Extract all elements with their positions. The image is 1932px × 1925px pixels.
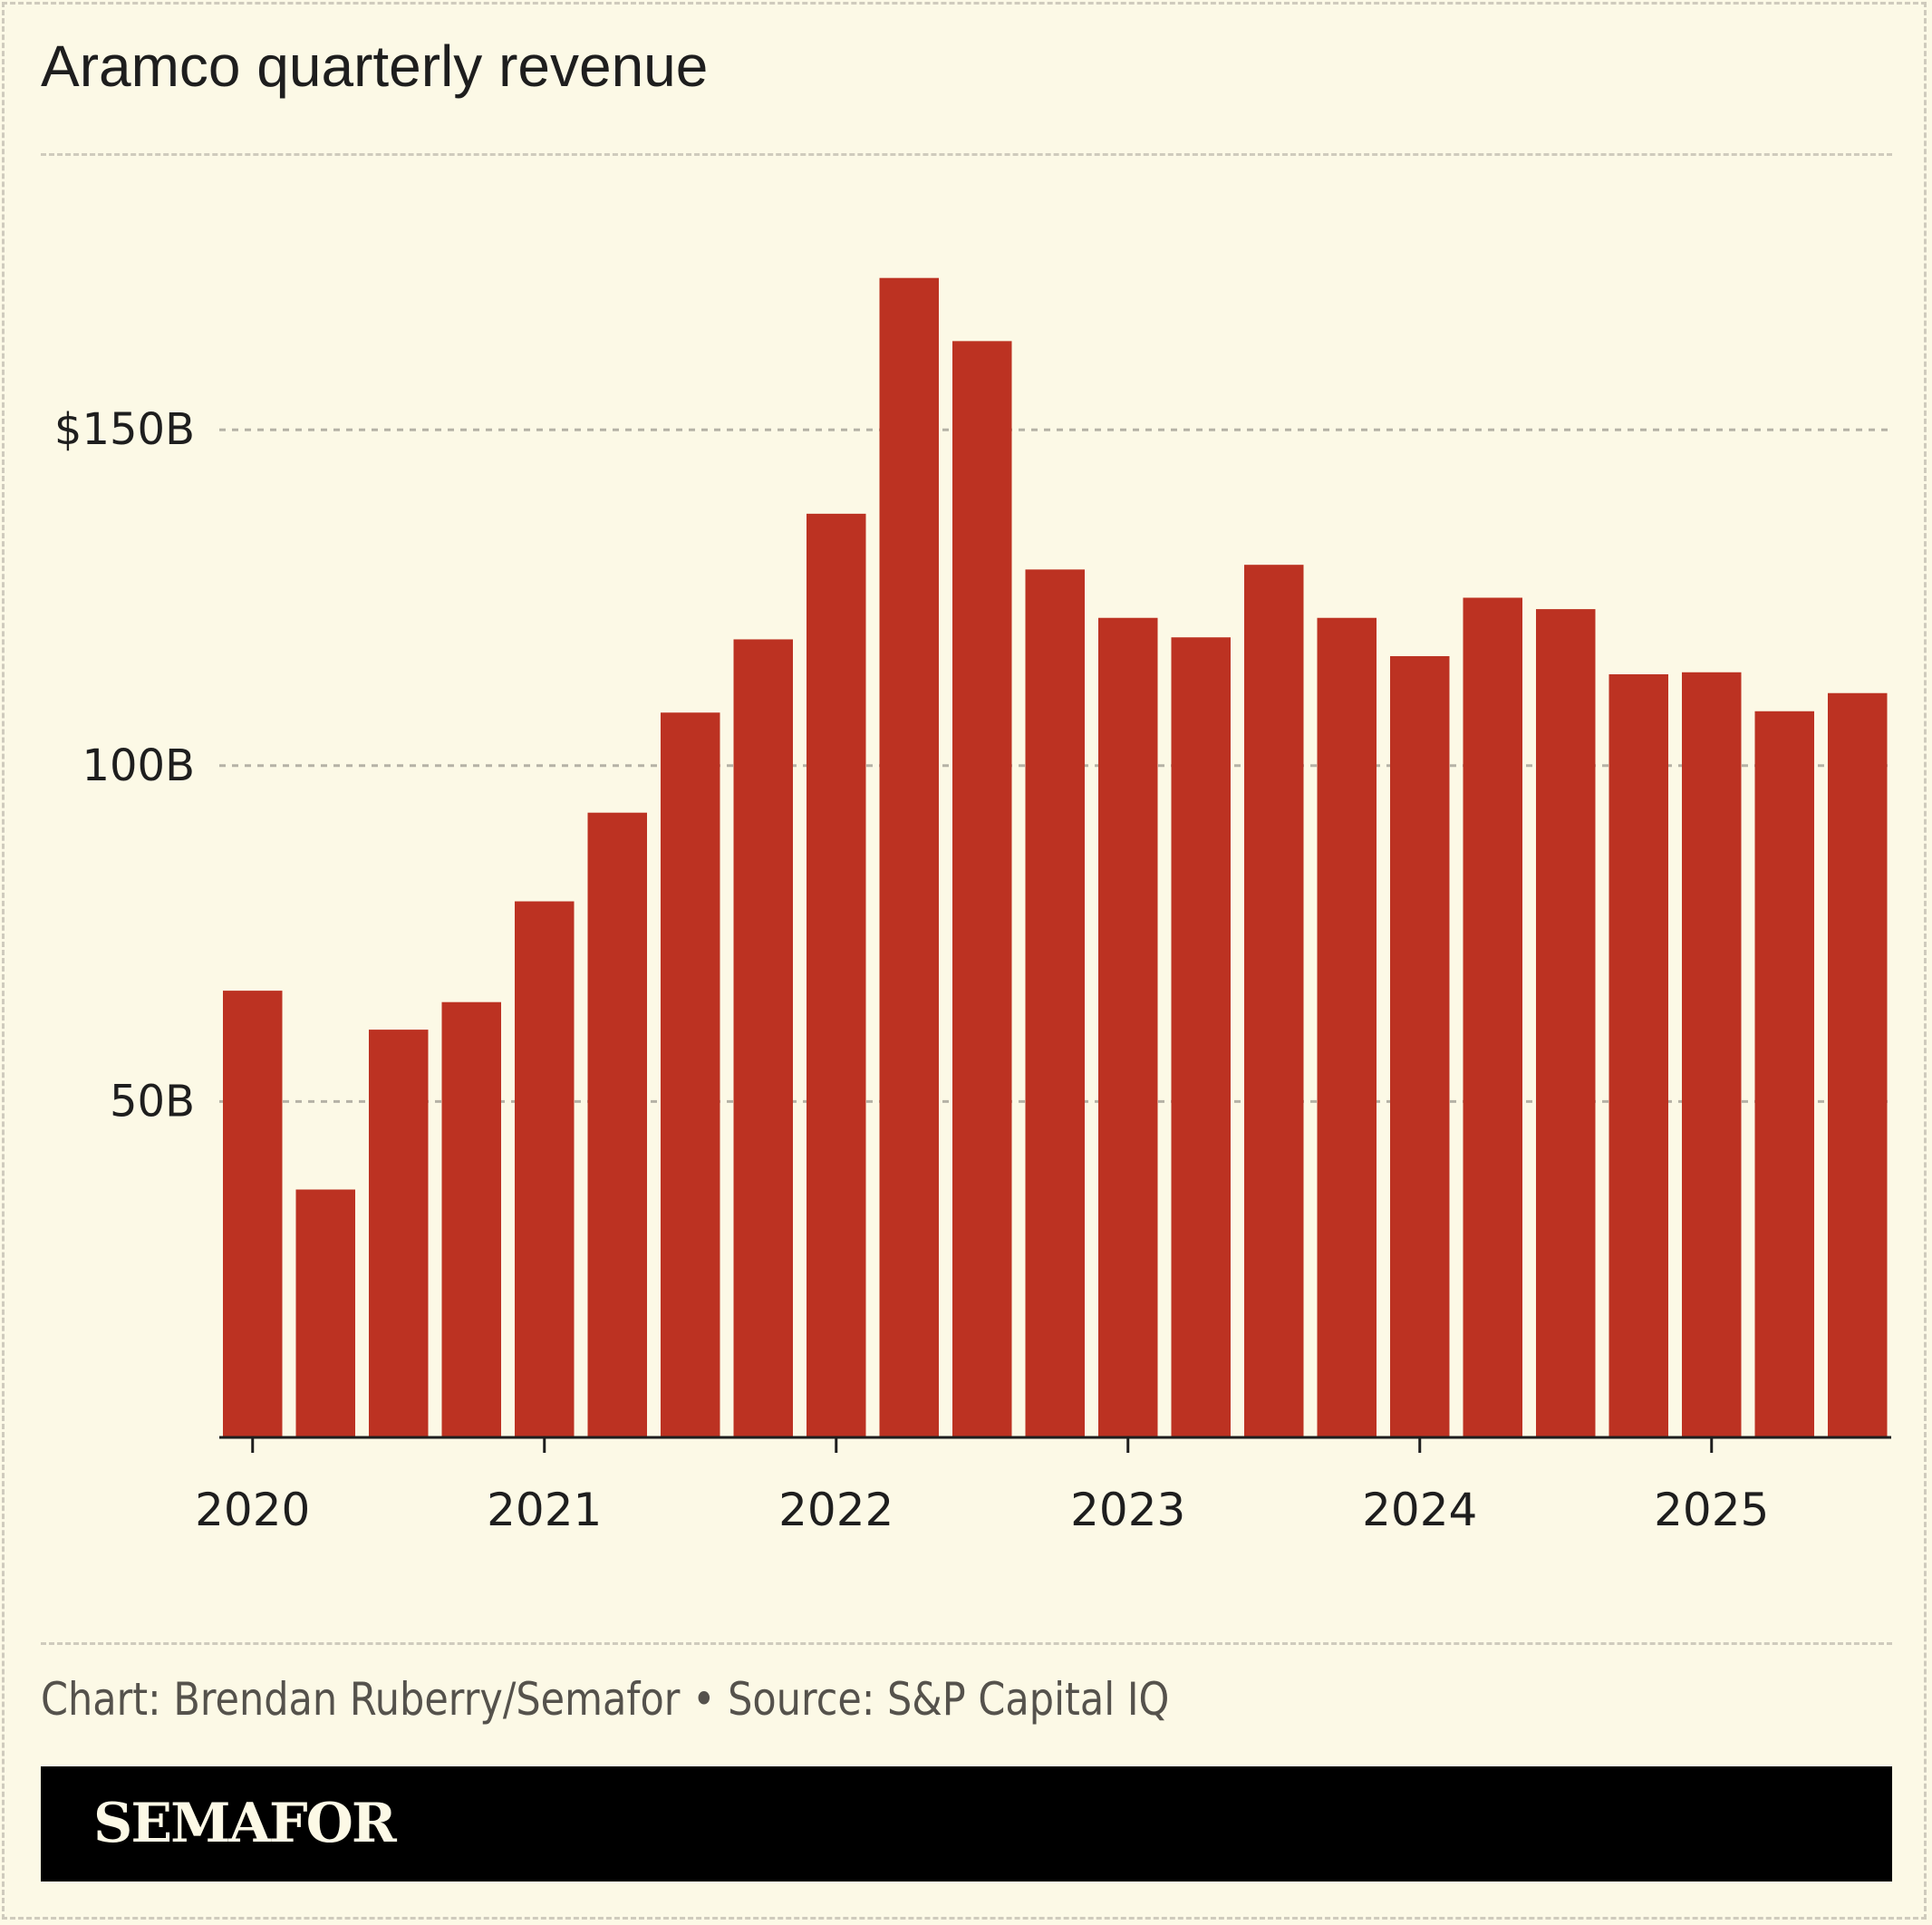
semafor-logo: SEMAFOR — [93, 1792, 397, 1855]
x-tick-label: 2025 — [1654, 1484, 1769, 1536]
bar-2023-Q4 — [1317, 617, 1377, 1437]
bar-2020-Q3 — [369, 1030, 429, 1437]
bar-2023-Q3 — [1244, 565, 1304, 1437]
source-credit: Chart: Brendan Ruberry/Semafor • Source:… — [41, 1673, 1170, 1726]
y-tick-label: 50B — [110, 1076, 195, 1127]
bar-2025-Q2 — [1754, 711, 1814, 1437]
x-tick-label: 2022 — [778, 1484, 894, 1536]
bar-2022-Q2 — [879, 277, 939, 1437]
bar-2020-Q1 — [223, 991, 283, 1437]
bar-2025-Q3 — [1828, 692, 1888, 1437]
bar-2021-Q3 — [661, 712, 720, 1437]
x-tick-label: 2023 — [1070, 1484, 1185, 1536]
bar-2020-Q4 — [441, 1001, 501, 1437]
bar-2024-Q4 — [1608, 673, 1668, 1437]
bar-2024-Q2 — [1463, 597, 1522, 1437]
x-tick-label: 2021 — [487, 1484, 602, 1536]
bar-2023-Q1 — [1098, 617, 1158, 1437]
y-tick-label: $150B — [54, 404, 195, 455]
bar-2022-Q1 — [807, 513, 866, 1437]
top-divider — [41, 153, 1892, 156]
bar-2024-Q1 — [1390, 655, 1450, 1437]
chart-title: Aramco quarterly revenue — [41, 34, 709, 99]
bar-2021-Q4 — [733, 639, 793, 1437]
bar-2023-Q2 — [1171, 637, 1231, 1437]
x-tick-label: 2020 — [195, 1484, 310, 1536]
bar-2022-Q4 — [1025, 569, 1085, 1437]
bar-2025-Q1 — [1682, 672, 1742, 1437]
bottom-divider — [41, 1642, 1892, 1645]
bar-2021-Q1 — [515, 901, 575, 1437]
bar-2020-Q2 — [295, 1189, 355, 1437]
brand-banner: SEMAFOR — [41, 1766, 1892, 1881]
bar-2022-Q3 — [952, 341, 1012, 1438]
bar-2024-Q3 — [1536, 609, 1596, 1437]
y-tick-label: 100B — [82, 740, 195, 791]
x-tick-label: 2024 — [1362, 1484, 1477, 1536]
bar-2021-Q2 — [587, 812, 647, 1437]
